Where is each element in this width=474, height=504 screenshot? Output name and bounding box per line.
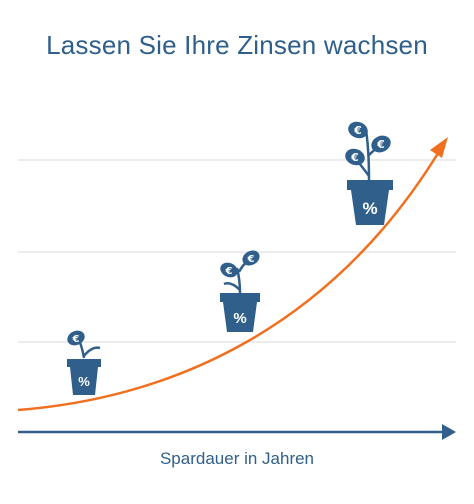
large-plant-icon: € € € %: [345, 121, 393, 225]
pot-label: %: [78, 374, 90, 389]
pot-body: [351, 190, 389, 225]
euro-leaf-label: €: [350, 151, 359, 164]
pot-rim: [220, 293, 260, 302]
diagram-title: Lassen Sie Ihre Zinsen wachsen: [46, 30, 428, 60]
medium-plant-icon: € € %: [220, 250, 260, 332]
euro-leaf: [67, 330, 85, 346]
euro-leaf-label: €: [353, 124, 362, 137]
x-axis-arrowhead: [442, 424, 456, 440]
growth-curve-arrowhead: [430, 137, 448, 158]
euro-leaf-label: €: [225, 266, 233, 277]
euro-leaf: [242, 250, 260, 266]
pot-body: [70, 367, 98, 395]
euro-leaf: [348, 121, 368, 139]
pot-label: %: [362, 199, 377, 218]
euro-leaf: [220, 262, 238, 278]
pot-rim: [67, 359, 101, 367]
euro-leaf: [345, 148, 365, 166]
pot-rim: [347, 180, 393, 190]
euro-leaf: [371, 135, 391, 153]
small-plant-icon: € %: [67, 330, 101, 395]
growth-curve: [17, 149, 442, 412]
euro-leaf-label: €: [247, 254, 255, 265]
euro-leaf-label: €: [72, 334, 80, 345]
euro-leaf-label: €: [376, 138, 385, 151]
pot-label: %: [233, 310, 246, 327]
x-axis-label: Spardauer in Jahren: [159, 449, 315, 468]
pot-body: [223, 302, 257, 332]
